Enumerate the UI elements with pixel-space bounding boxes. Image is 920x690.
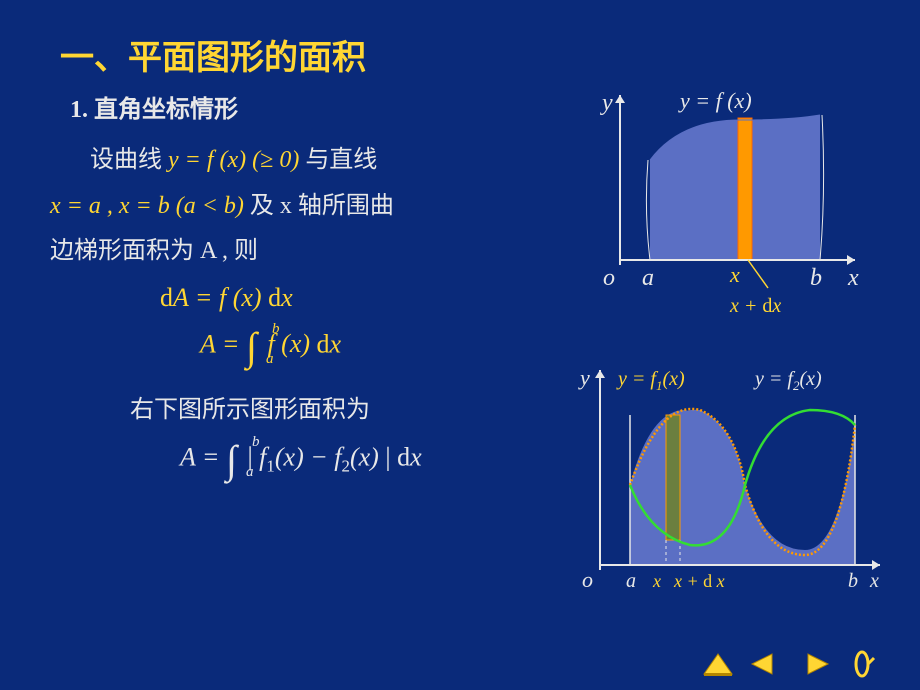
body-text-3: 边梯形面积为 A , 则	[50, 238, 258, 264]
chart1-x-label: x	[729, 262, 740, 287]
limit-a: a	[266, 351, 274, 368]
chart1-brace-right	[820, 115, 824, 260]
body-math-1: y = f (x) (≥ 0)	[168, 147, 299, 173]
nav-bar	[700, 650, 880, 678]
chart1-brace-left	[646, 160, 650, 260]
integral-sign: ∫	[246, 323, 257, 370]
nav-prev-button[interactable]	[748, 650, 784, 678]
chart1-a-label: a	[642, 265, 654, 291]
chart2-b-label: b	[848, 570, 858, 592]
limit-a-2: a	[246, 464, 254, 481]
chart-2: y y = f1(x) y = f2(x) o a x x + d x b x	[570, 355, 890, 615]
chart1-strip	[738, 118, 752, 260]
formula-A-left: A =	[200, 329, 246, 358]
nav-end-button[interactable]	[844, 650, 880, 678]
chart1-pointer	[748, 260, 768, 288]
body-text-1b: 与直线	[305, 147, 377, 173]
chart2-x1-label: x	[652, 571, 661, 591]
chart2-xdx-label: x + d x	[673, 571, 725, 591]
body-text-2b: 及 x 轴所围曲	[250, 193, 394, 219]
chart1-b-label: b	[810, 265, 822, 291]
chart1-xdx-label: x + dx	[729, 295, 781, 317]
chart2-f2-label: y = f2(x)	[753, 368, 822, 393]
body-paragraph: 设曲线 y = f (x) (≥ 0) 与直线 x = a , x = b (a…	[90, 138, 570, 275]
chart1-o-label: o	[603, 265, 615, 291]
chart2-y-arrow	[595, 370, 605, 378]
formula-B-left: A =	[180, 442, 226, 471]
integral-sign-2: ∫	[226, 436, 237, 483]
chart1-x-arrow	[847, 255, 855, 265]
nav-next-button[interactable]	[796, 650, 832, 678]
nav-home-button[interactable]	[700, 650, 736, 678]
limit-b-2: b	[252, 434, 260, 451]
chart2-y-label: y	[578, 365, 590, 390]
slide-title: 一、平面图形的面积	[60, 30, 880, 79]
limit-b: b	[272, 321, 280, 338]
chart2-f1-label: y = f1(x)	[616, 368, 685, 393]
body-math-2: x = a , x = b (a < b)	[50, 193, 244, 219]
chart2-x-arrow	[872, 560, 880, 570]
chart1-fx-label: y = f (x)	[678, 90, 752, 113]
chart-1: y y = f (x) o a x b x x + dx	[600, 90, 870, 320]
chart1-y-arrow	[615, 95, 625, 103]
chart1-xaxis-label: x	[847, 265, 859, 291]
chart1-y-label: y	[600, 90, 613, 116]
chart2-a-label: a	[626, 570, 636, 592]
chart2-xaxis-label: x	[869, 570, 879, 592]
chart2-o-label: o	[582, 567, 593, 592]
body-text-1a: 设曲线	[90, 147, 168, 173]
chart2-strip	[666, 415, 680, 540]
